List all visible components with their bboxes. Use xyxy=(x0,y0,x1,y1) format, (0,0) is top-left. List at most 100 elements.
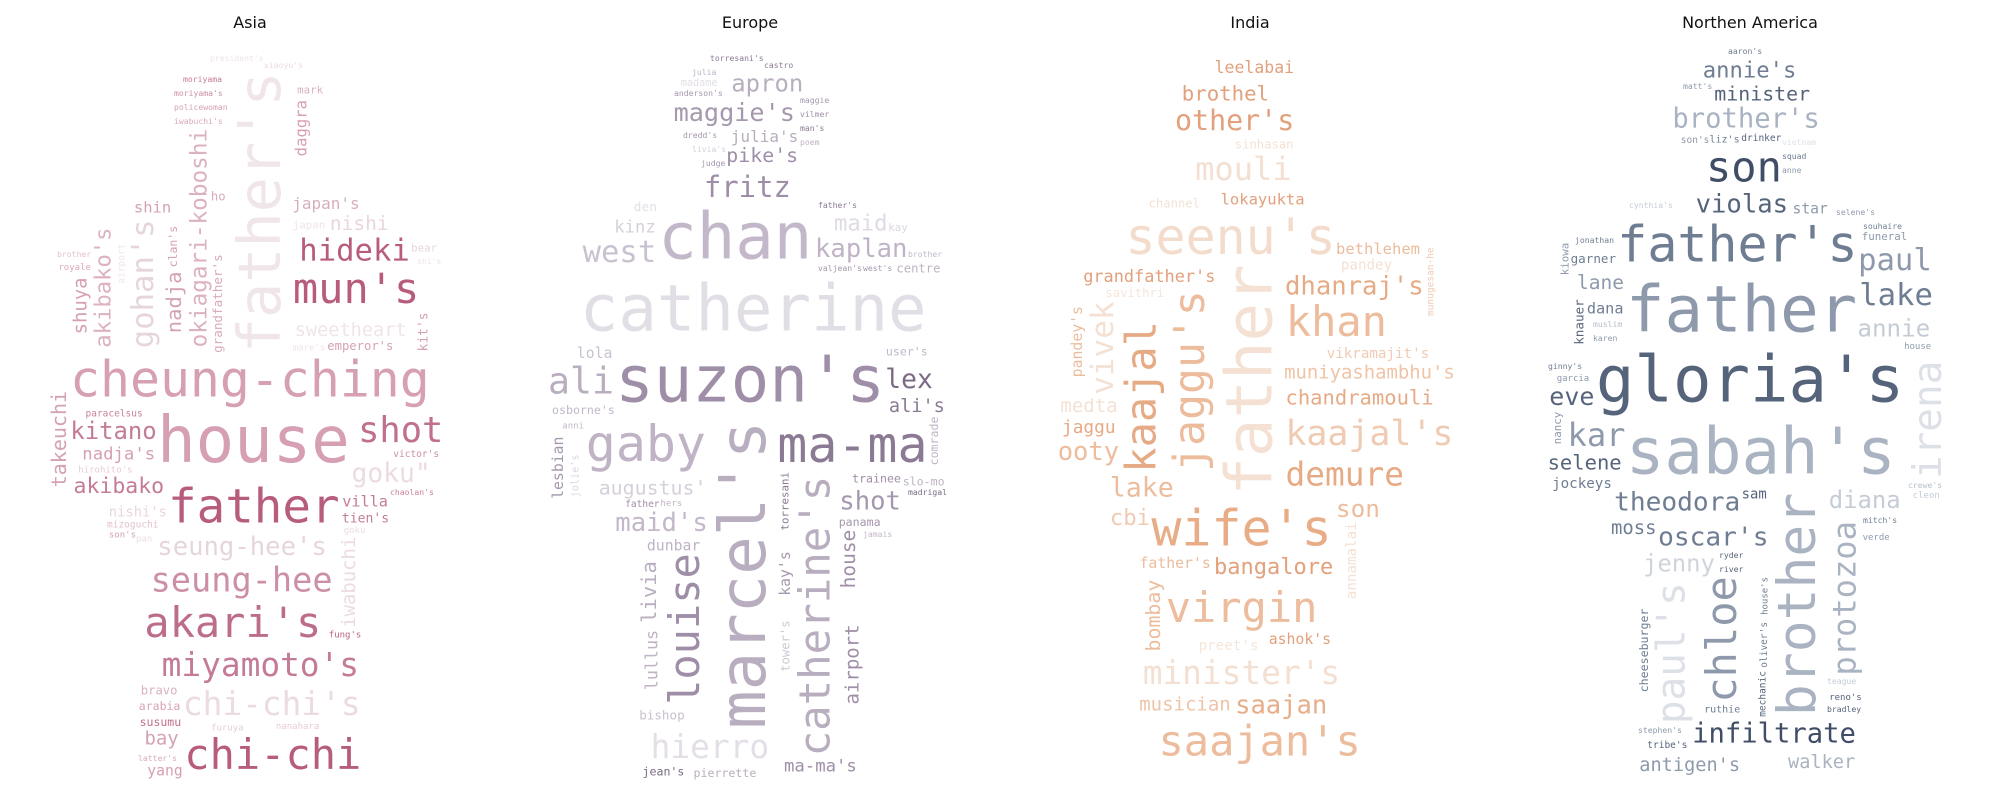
word: protozoa xyxy=(1826,521,1864,676)
word: lake xyxy=(1110,472,1174,503)
panel-title: India xyxy=(1230,13,1270,32)
word: khan xyxy=(1286,297,1387,346)
word: maid xyxy=(834,211,887,237)
word: diana xyxy=(1829,486,1901,514)
word: bradley xyxy=(1827,704,1861,714)
word: takeuchi xyxy=(47,391,71,487)
word: hierro xyxy=(651,728,769,766)
word: ho xyxy=(211,190,226,204)
word: chan xyxy=(658,201,812,275)
word: slo-mo xyxy=(903,474,945,488)
word: mitch's xyxy=(1863,515,1897,525)
word: preet's xyxy=(1199,638,1259,654)
word: comrade xyxy=(927,417,941,466)
word: knauer xyxy=(1571,299,1586,345)
word: livia's xyxy=(692,144,726,154)
word: son's xyxy=(109,530,136,540)
word: susumu xyxy=(140,715,182,729)
word: trainee xyxy=(852,471,901,485)
word: shuya xyxy=(70,278,92,335)
word: chi-chi xyxy=(184,730,361,779)
word: dunbar xyxy=(647,537,701,554)
word: ma-ma's xyxy=(784,757,857,777)
word: infiltrate xyxy=(1692,719,1856,750)
word: wife's xyxy=(1151,500,1331,558)
word: catherine xyxy=(580,273,927,347)
word: den xyxy=(634,200,657,215)
word: cleon xyxy=(1913,491,1940,501)
word: father xyxy=(1214,264,1288,495)
word: chloe xyxy=(1697,576,1746,702)
word: stephen's xyxy=(1638,725,1682,735)
word: anderson's xyxy=(674,88,723,98)
word: annie xyxy=(1857,315,1930,343)
word: policewoman xyxy=(174,102,228,112)
word: son xyxy=(1336,494,1380,523)
word: shot xyxy=(358,410,443,451)
word: violas xyxy=(1696,190,1788,220)
word: saajan xyxy=(1235,690,1327,720)
word: bethlehem xyxy=(1336,240,1420,258)
word: gloria's xyxy=(1596,344,1904,418)
word: valjean's xyxy=(818,263,862,273)
word: gohan's xyxy=(126,219,161,348)
word: funeral xyxy=(1862,230,1908,243)
word: nancy xyxy=(1551,411,1564,444)
word: panama xyxy=(839,515,881,529)
word: hideki xyxy=(299,234,410,269)
word: kit's xyxy=(416,312,431,351)
word: kitano xyxy=(70,417,156,445)
word: liz's xyxy=(1710,135,1740,146)
word: paracelsus xyxy=(86,408,143,419)
word: castro xyxy=(764,60,793,70)
word: son xyxy=(1706,142,1782,191)
word: bishop xyxy=(639,708,685,723)
word: star xyxy=(1793,200,1829,217)
word: tien's xyxy=(342,511,389,526)
word: user's xyxy=(886,344,928,358)
word: president's xyxy=(210,53,264,63)
word: eve xyxy=(1549,382,1594,411)
word: savithri xyxy=(1105,286,1164,300)
word: kay xyxy=(888,221,908,234)
word: antigen's xyxy=(1639,755,1740,776)
wordcloud-asia: cheung-chinghousefather'sfatherseung-hee… xyxy=(47,53,444,780)
word: dana xyxy=(1587,299,1624,317)
word: lake xyxy=(1859,278,1933,313)
word: chandramouli xyxy=(1286,385,1434,409)
word: jaggu xyxy=(1062,417,1116,438)
word: brother xyxy=(1767,493,1828,716)
word: drinker xyxy=(1741,133,1781,144)
word: ginny's xyxy=(1548,361,1582,371)
word: nanahara xyxy=(276,722,319,732)
word: lullus xyxy=(641,630,661,690)
word: mouli xyxy=(1195,150,1292,188)
word: seung-hee xyxy=(151,560,333,599)
word: anni xyxy=(562,422,584,432)
word: teague xyxy=(1827,676,1856,686)
word: irena xyxy=(1906,361,1951,479)
word: moriyama xyxy=(183,74,222,84)
word: annamalai xyxy=(1344,522,1360,599)
word: judge xyxy=(701,158,725,168)
word: dhanraj's xyxy=(1285,272,1424,302)
word: house xyxy=(837,530,860,589)
word: goku xyxy=(344,526,366,536)
word: sam xyxy=(1742,487,1767,503)
word: brother's xyxy=(1672,104,1819,135)
word: bravo xyxy=(141,684,178,698)
word: lola xyxy=(577,345,613,362)
word: villa xyxy=(342,492,388,510)
word: kay's xyxy=(777,551,794,596)
word: akibako xyxy=(74,474,165,499)
word: osborne's xyxy=(552,403,615,417)
panel-title: Northen America xyxy=(1682,13,1818,32)
word: bangalore xyxy=(1214,555,1333,580)
word: japan's xyxy=(292,194,359,213)
word: augustus' xyxy=(599,476,707,499)
word: cheeseburger xyxy=(1637,609,1651,693)
word: cbi xyxy=(1110,505,1150,531)
word: emperor's xyxy=(327,339,393,353)
word: west xyxy=(583,235,657,270)
word: julia xyxy=(692,67,716,77)
